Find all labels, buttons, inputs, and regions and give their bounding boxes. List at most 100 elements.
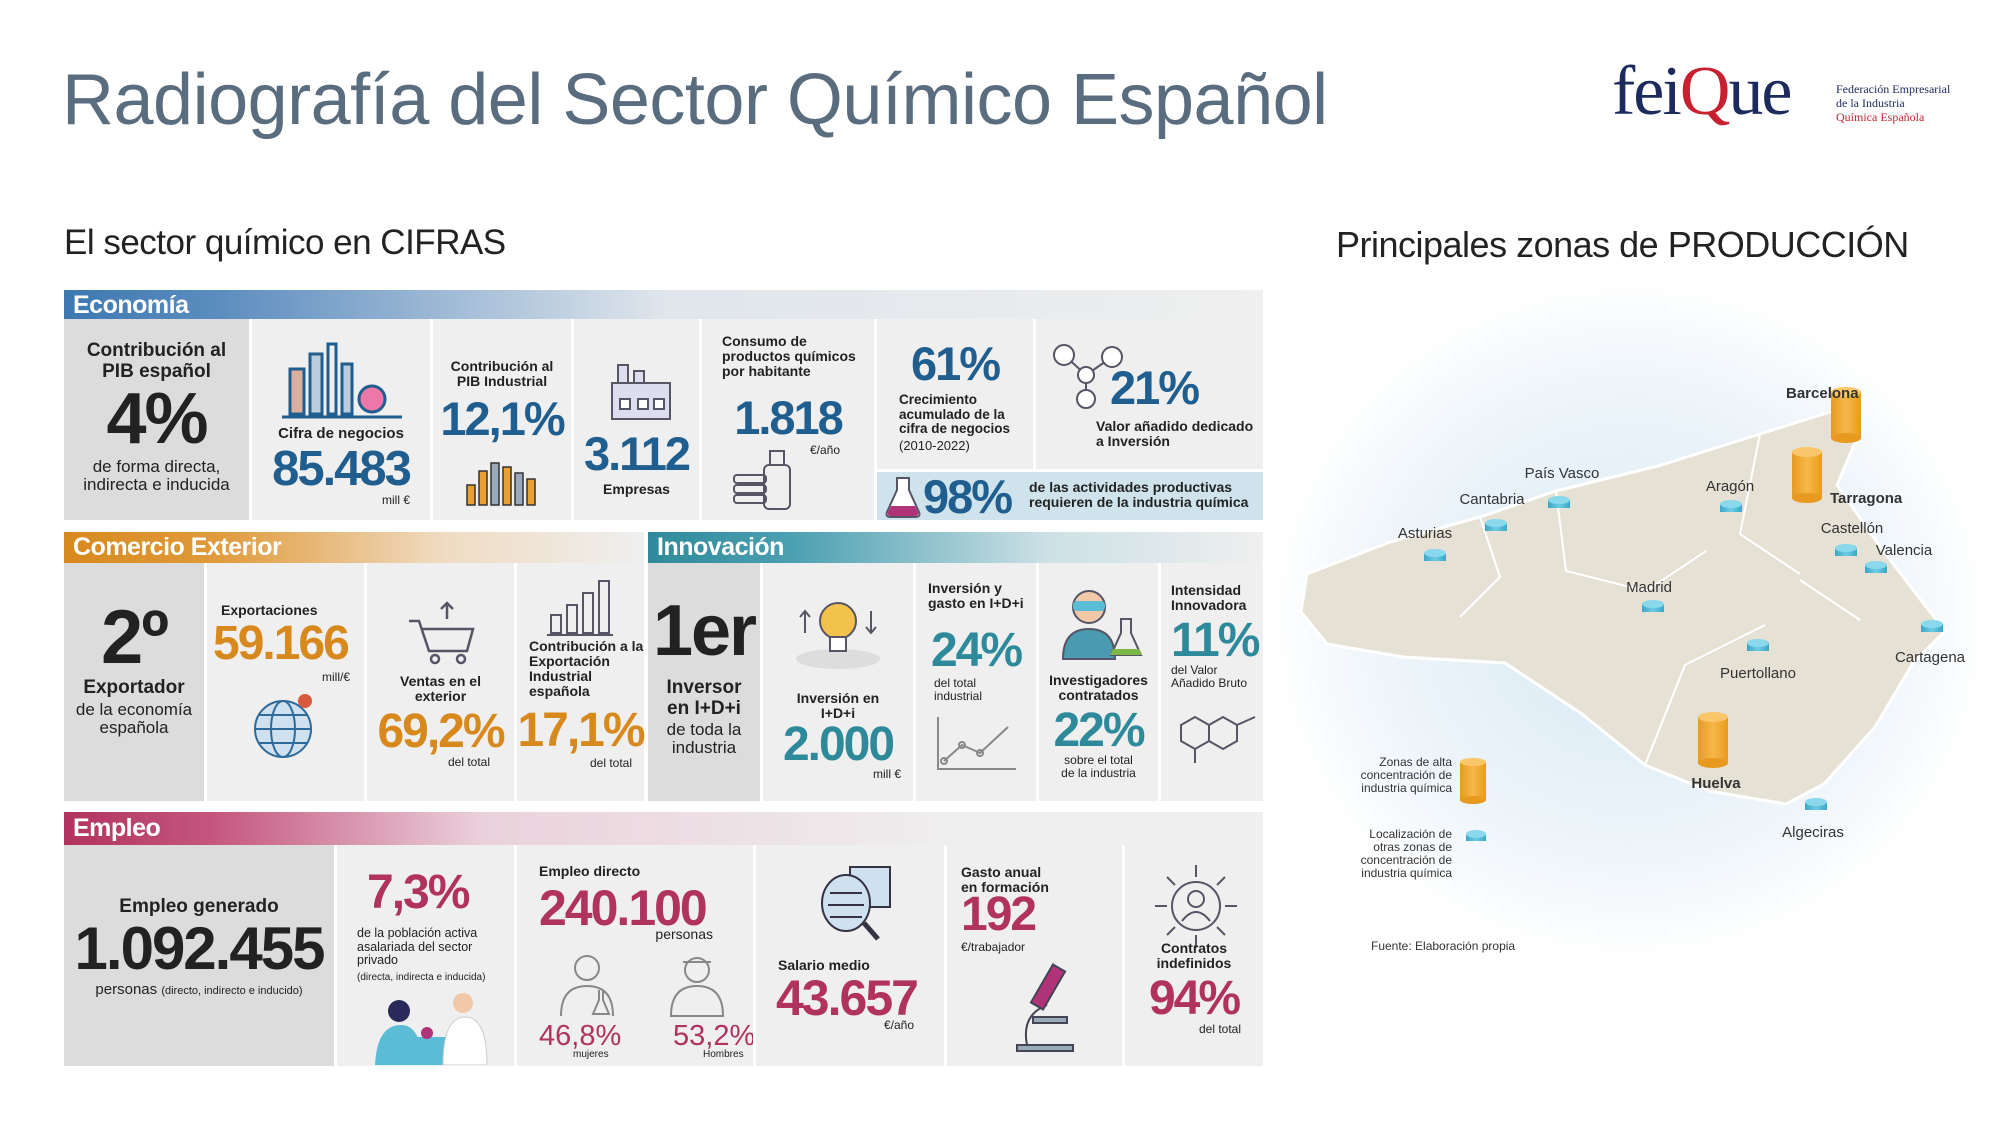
- innovacion-panel: 1er Inversor en I+D+i de toda la industr…: [648, 563, 1263, 801]
- value: 1er: [652, 591, 757, 671]
- label: mujeres: [573, 1049, 609, 1060]
- icon: [1016, 963, 1074, 1052]
- value: 53,2%: [673, 1020, 756, 1052]
- label: Exportador: [83, 677, 185, 698]
- unit: del total: [589, 756, 632, 770]
- unit: mill €: [872, 767, 901, 781]
- icon: [254, 694, 312, 758]
- cell: Ventas en el exterior 69,2% del total: [364, 563, 514, 801]
- zone-label: Valencia: [1876, 542, 1933, 559]
- note: (directo, indirecto e inducido): [161, 985, 303, 997]
- value: 24%: [930, 624, 1023, 677]
- icon: [560, 955, 725, 1017]
- logo-part: Q: [1679, 53, 1731, 130]
- unit: mill/€: [321, 670, 350, 684]
- label: Contribución a la Exportación Industrial…: [529, 638, 644, 700]
- zone-label: Tarragona: [1830, 490, 1903, 507]
- unit: personas: [655, 926, 713, 942]
- empleo-panel: Empleo generado 1.092.455 personas (dire…: [64, 845, 1263, 1066]
- label: Crecimiento acumulado de la cifra de neg…: [899, 392, 1011, 437]
- cell: 21% Valor añadido dedicado a Inversión: [1033, 319, 1263, 469]
- legend-label: Localización de otras zonas de concentra…: [1360, 827, 1452, 880]
- cell: Contribución al PIB español 4% de forma …: [64, 319, 249, 520]
- label: Ventas en el exterior: [400, 673, 481, 705]
- value: 240.100: [539, 880, 708, 936]
- icon: [409, 601, 475, 665]
- value: 59.166: [213, 617, 350, 670]
- label: Contribución al PIB Industrial: [450, 358, 554, 390]
- label: de la población activa asalariada del se…: [357, 926, 478, 967]
- value: 2.000: [782, 718, 895, 771]
- cell: Cifra de negocios 85.483 mill €: [249, 319, 430, 520]
- icon: [937, 717, 1016, 770]
- cell: Empleo generado 1.092.455 personas (dire…: [64, 845, 334, 1066]
- cell: 61% Crecimiento acumulado de la cifra de…: [874, 319, 1033, 469]
- value: 1.092.455: [74, 915, 326, 982]
- cylinder: [1698, 712, 1728, 768]
- period: (2010-2022): [899, 438, 970, 453]
- label: Empleo directo: [539, 863, 641, 879]
- note: de toda la industria: [666, 720, 742, 758]
- section-heading: Economía: [64, 290, 1263, 320]
- unit: sobre el total de la industria: [1061, 753, 1136, 780]
- zone-label: Cantabria: [1459, 491, 1525, 508]
- value: 192: [961, 888, 1037, 941]
- region-borders: [1459, 433, 1861, 766]
- legend-label: Zonas de alta concentración de industria…: [1360, 755, 1452, 795]
- comercio-panel: 2º Exportador de la economía española Ex…: [64, 563, 646, 801]
- zone-label: Barcelona: [1786, 385, 1859, 402]
- cell: 2º Exportador de la economía española: [64, 563, 204, 801]
- logo-tagline: Federación Empresarial de la Industria Q…: [1836, 82, 1950, 124]
- zone-label: País Vasco: [1525, 465, 1600, 482]
- zone-labels: Barcelona Tarragona Huelva País Vasco Ca…: [1398, 385, 1966, 841]
- cell: Investigadores contratados 22% sobre el …: [1036, 563, 1158, 801]
- icon: [1053, 344, 1123, 409]
- logo-part: fei: [1612, 53, 1682, 130]
- zone-label: Castellón: [1821, 520, 1884, 537]
- unit: del Valor Añadido Bruto: [1171, 663, 1248, 690]
- value: 46,8%: [539, 1020, 622, 1052]
- unit: €/año: [810, 443, 841, 457]
- cell: Contribución a la Exportación Industrial…: [514, 563, 646, 801]
- cell: Inversión en I+D+i 2.000 mill €: [760, 563, 913, 801]
- icon: [821, 866, 891, 941]
- unit: del total: [447, 755, 490, 769]
- zone-label: Huelva: [1691, 775, 1741, 792]
- section-heading: Innovación: [648, 532, 1263, 563]
- cylinder: [1460, 758, 1486, 804]
- cell: Contribución al PIB Industrial 12,1%: [430, 319, 571, 520]
- label: Exportaciones: [221, 602, 318, 618]
- unit: mill €: [381, 493, 410, 507]
- tagline-line: de la Industria: [1836, 96, 1905, 110]
- section-title: Principales zonas de PRODUCCIÓN: [1336, 224, 1909, 265]
- unit: €/trabajador: [961, 940, 1026, 954]
- value: 98%: [923, 470, 1013, 523]
- tagline-line: Federación Empresarial: [1836, 82, 1951, 96]
- page-title: Radiografía del Sector Químico Español: [62, 60, 1328, 140]
- value: 17,1%: [517, 704, 645, 757]
- value: 21%: [1110, 361, 1200, 414]
- unit: del total: [1198, 1022, 1241, 1036]
- icon: [733, 450, 791, 510]
- cell: 3.112 Empresas: [571, 319, 699, 520]
- label: Inversión en I+D+i: [796, 690, 880, 722]
- value: 4%: [106, 379, 208, 459]
- icon: [547, 580, 613, 636]
- label: Intensidad Innovadora: [1171, 582, 1247, 614]
- other-zone-markers: [1424, 496, 1943, 841]
- illustration: [375, 993, 488, 1065]
- value: 22%: [1053, 704, 1145, 757]
- icon: [282, 342, 402, 419]
- label: Contratos indefinidos: [1156, 940, 1232, 972]
- cylinder: [1831, 387, 1861, 443]
- label: Empleo generado: [119, 896, 279, 917]
- cell: Gasto anual en formación 192 €/trabajado…: [944, 845, 1122, 1066]
- icon: [1180, 715, 1256, 763]
- label: Valor añadido dedicado a Inversión: [1096, 418, 1254, 450]
- label: de las actividades productivas requieren…: [1029, 479, 1249, 511]
- label: Contribución al PIB español: [86, 340, 227, 382]
- zone-label: Madrid: [1626, 579, 1672, 596]
- cell: Contratos indefinidos 94% del total: [1122, 845, 1263, 1066]
